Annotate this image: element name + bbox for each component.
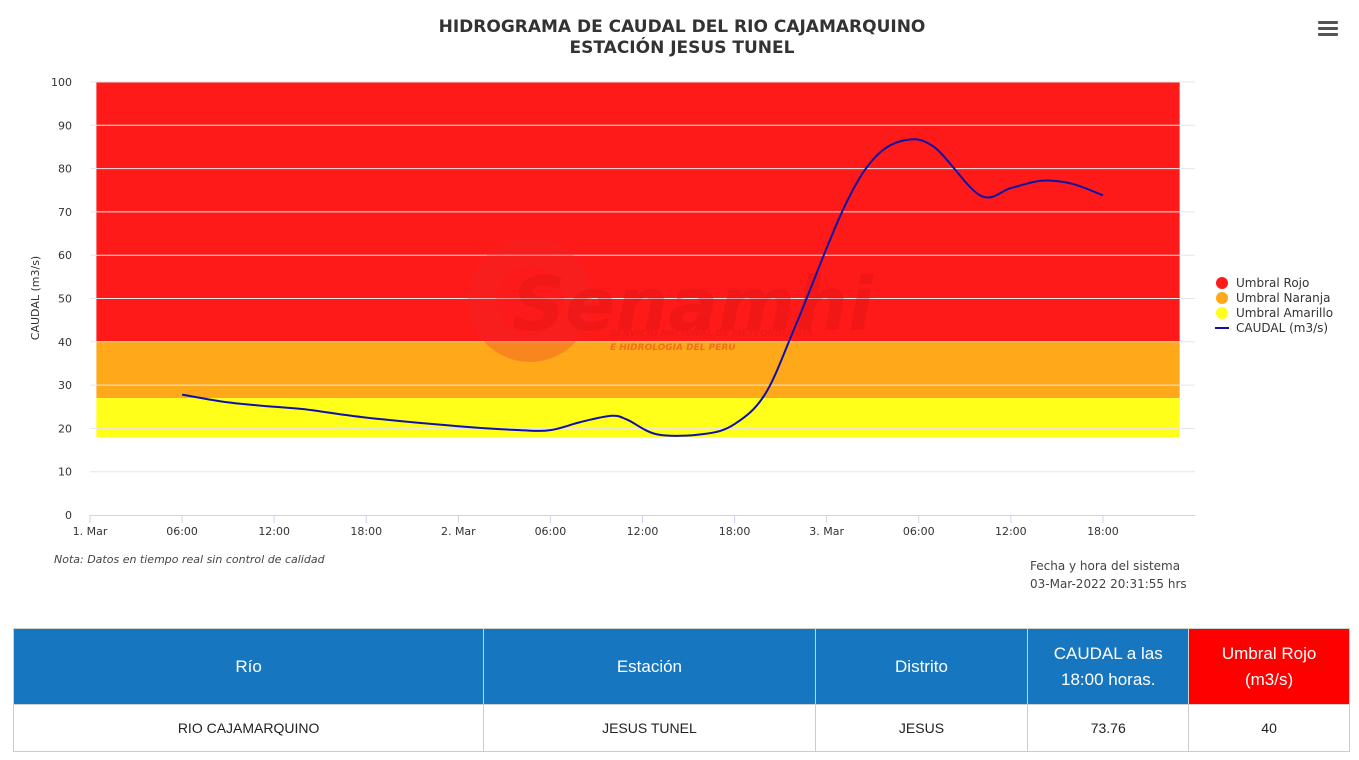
y-tick-label-10: 100 [51, 76, 72, 89]
chart-title: HIDROGRAMA DE CAUDAL DEL RIO CAJAMARQUIN… [439, 17, 926, 37]
legend-marker-1 [1216, 292, 1228, 304]
summary-table: Río Estación Distrito CAUDAL a las 18:00… [12, 628, 1350, 752]
menu-bar [1318, 21, 1338, 24]
legend-marker-0 [1216, 277, 1228, 289]
x-tick-label-6: 12:00 [627, 525, 659, 538]
x-tick-label-2: 12:00 [258, 525, 290, 538]
header-caudal-line1: CAUDAL a las [1053, 643, 1163, 663]
hamburger-menu-icon[interactable] [1316, 18, 1340, 40]
cell-umbral: 40 [1188, 704, 1350, 752]
menu-bar [1318, 33, 1338, 36]
header-rio-label: Río [235, 656, 262, 676]
x-tick-label-0: 1. Mar [73, 525, 108, 538]
x-tick-label-5: 06:00 [535, 525, 567, 538]
y-axis-label: CAUDAL (m3/s) [29, 256, 42, 340]
header-distrito: Distrito [814, 628, 1029, 705]
cell-rio: RIO CAJAMARQUINO [12, 704, 485, 752]
chart-subtitle: ESTACIÓN JESUS TUNEL [570, 36, 795, 58]
y-tick-label-1: 10 [58, 466, 72, 479]
threshold-bands [96, 82, 1180, 438]
header-caudal: CAUDAL a las 18:00 horas. [1027, 628, 1190, 705]
system-time-value: 03-Mar-2022 20:31:55 hrs [1030, 577, 1187, 591]
series-line-caudal [181, 138, 1104, 437]
legend-item-2: Umbral Amarillo [1236, 306, 1333, 320]
x-tick-label-4: 2. Mar [441, 525, 476, 538]
cell-estacion: JESUS TUNEL [483, 704, 816, 752]
cell-caudal: 73.76 [1027, 704, 1190, 752]
header-umbral: Umbral Rojo (m3/s) [1188, 628, 1350, 705]
series-layer [181, 138, 1104, 437]
chart-svg: HIDROGRAMA DE CAUDAL DEL RIO CAJAMARQUIN… [29, 17, 1333, 591]
grid-lines [90, 81, 1195, 473]
cell-distrito: JESUS [814, 704, 1029, 752]
y-tick-label-8: 80 [58, 163, 72, 176]
y-tick-label-5: 50 [58, 293, 72, 306]
menu-bar [1318, 27, 1338, 30]
watermark-line2: E HIDROLOGIA DEL PERU [610, 343, 736, 353]
x-tick-label-1: 06:00 [166, 525, 198, 538]
sun-logo-icon [468, 238, 592, 362]
system-time-label: Fecha y hora del sistema [1030, 559, 1180, 573]
header-caudal-line2: 18:00 horas. [1060, 669, 1156, 689]
table-header-row: Río Estación Distrito CAUDAL a las 18:00… [12, 628, 1350, 705]
legend-item-3: CAUDAL (m3/s) [1236, 321, 1328, 335]
x-tick-label-7: 18:00 [719, 525, 751, 538]
header-umbral-line2: (m3/s) [1244, 669, 1294, 689]
x-tick-label-8: 3. Mar [809, 525, 844, 538]
table-row: RIO CAJAMARQUINO JESUS TUNEL JESUS 73.76… [12, 704, 1350, 752]
y-tick-label-0: 0 [65, 509, 72, 522]
threshold-band-2 [96, 398, 1180, 438]
x-tick-label-3: 18:00 [350, 525, 382, 538]
y-tick-label-2: 20 [58, 422, 72, 435]
threshold-band-1 [96, 341, 1180, 399]
x-axis: 1. Mar 06:00 12:00 18:00 2. Mar 06:00 12:00 18:… [73, 515, 1195, 538]
y-tick-label-7: 70 [58, 206, 72, 219]
header-rio: Río [12, 628, 485, 705]
header-estacion: Estación [483, 628, 816, 705]
legend-item-0: Umbral Rojo [1236, 276, 1309, 290]
y-tick-label-3: 30 [58, 379, 72, 392]
y-axis: 0 10 20 30 40 50 60 70 80 90 100 [51, 76, 72, 522]
y-tick-label-9: 90 [58, 119, 72, 132]
hydrograph-chart: HIDROGRAMA DE CAUDAL DEL RIO CAJAMARQUIN… [29, 17, 1340, 591]
header-umbral-line1: Umbral Rojo [1221, 643, 1317, 663]
legend-marker-2 [1216, 307, 1228, 319]
watermark-line1: SERVICIO NACIONAL DE METEOROLOGIA [610, 329, 813, 339]
x-tick-label-11: 18:00 [1087, 525, 1119, 538]
header-estacion-label: Estación [616, 656, 683, 676]
legend-item-1: Umbral Naranja [1236, 291, 1330, 305]
header-distrito-label: Distrito [895, 656, 948, 676]
x-tick-label-10: 12:00 [995, 525, 1027, 538]
quality-note: Nota: Datos en tiempo real sin control d… [54, 553, 326, 566]
x-tick-label-9: 06:00 [903, 525, 935, 538]
y-tick-label-6: 60 [58, 249, 72, 262]
y-tick-label-4: 40 [58, 336, 72, 349]
